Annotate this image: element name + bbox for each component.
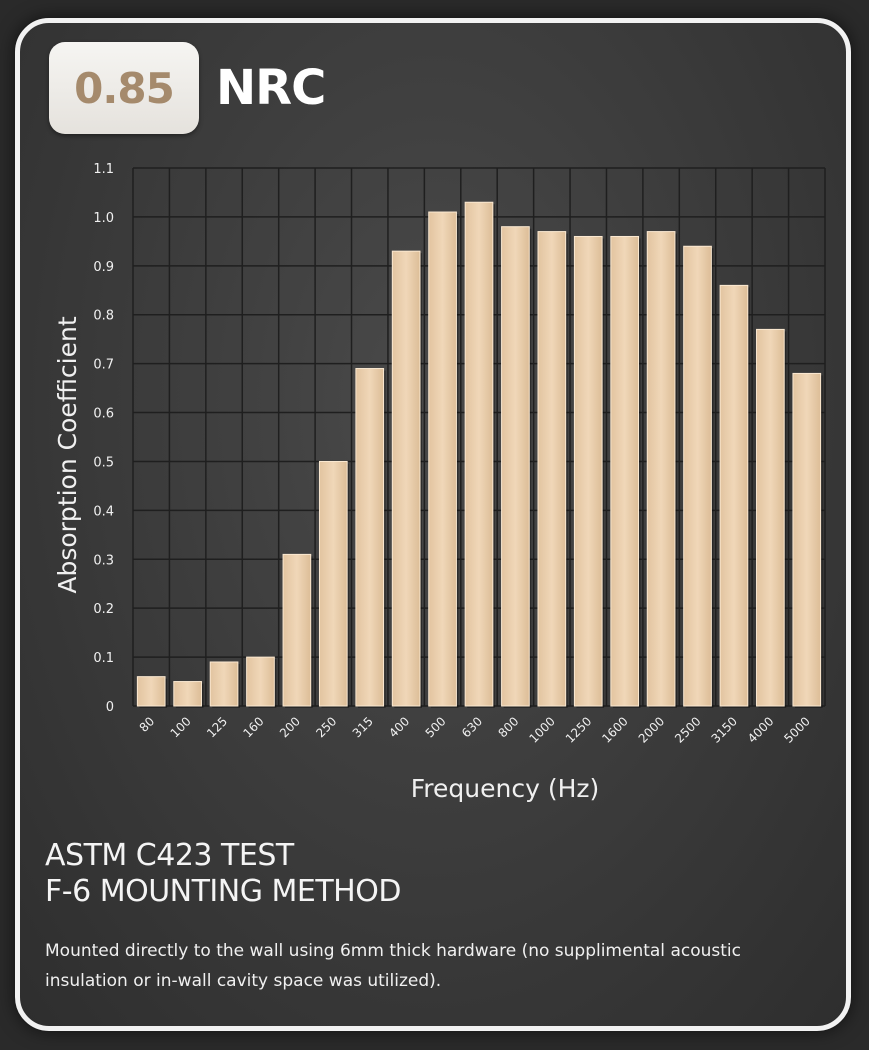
bar [464,201,494,707]
test-title: ASTM C423 TEST F-6 MOUNTING METHOD [45,838,401,910]
y-tick-label: 0.3 [93,553,114,568]
nrc-value: 0.85 [74,63,175,113]
bar [318,460,348,707]
x-tick-label: 80 [137,714,158,735]
bar [136,676,166,707]
test-description: Mounted directly to the wall using 6mm t… [45,941,741,991]
y-tick-label: 0.1 [93,651,114,666]
bar [646,231,676,707]
x-tick-label: 200 [277,714,303,740]
bar [391,250,421,707]
bar [537,231,567,707]
y-tick-label: 0.6 [93,407,114,422]
x-tick-label: 630 [459,714,485,740]
nrc-badge: 0.85 [49,42,199,134]
bar [355,368,385,707]
nrc-label: NRC [216,60,326,116]
bar [756,328,785,707]
bar [573,235,603,707]
x-tick-labels: 80 100 125 160 200 250 315 400 500 630 800 1000 1250… [137,714,813,745]
bar [246,656,275,707]
y-tick-label: 0.7 [93,358,114,373]
x-tick-label: 250 [313,714,339,740]
x-tick-label: 5000 [781,714,812,745]
bar [428,211,457,707]
y-tick-label: 0.2 [93,602,114,617]
bar [610,235,640,707]
x-tick-label: 3150 [709,714,740,745]
x-tick-label: 1600 [599,714,630,745]
x-tick-label: 2000 [636,714,667,745]
x-tick-label: 160 [240,714,266,740]
x-tick-label: 400 [386,714,412,740]
bar [719,284,749,707]
test-title-line2: F-6 MOUNTING METHOD [45,874,401,909]
x-tick-label: 2500 [672,714,703,745]
x-tick-label: 500 [423,714,449,740]
chart-bars [136,201,823,709]
y-tick-label: 0.5 [93,455,114,470]
x-tick-label: 100 [168,714,194,740]
y-tick-label: 0.9 [93,260,114,275]
bar [173,681,202,707]
x-tick-label: 315 [350,714,376,740]
y-axis-label: Absorption Coefficient [53,316,82,593]
x-tick-label: 800 [495,714,521,740]
y-tick-label: 1.0 [93,211,114,226]
y-tick-labels: 0 0.1 0.2 0.3 0.4 0.5 0.6 0.7 0.8 0.9 1.0 1.1 [93,162,114,715]
y-tick-label: 0.8 [93,309,114,324]
x-tick-label: 125 [204,714,230,740]
x-axis-label: Frequency (Hz) [411,774,600,803]
bar [792,372,822,707]
test-title-line1: ASTM C423 TEST [45,838,294,873]
y-tick-label: 0 [106,700,114,715]
bar [683,245,712,707]
bar [501,226,530,707]
y-tick-label: 0.4 [93,504,114,519]
bar [209,661,239,707]
x-tick-label: 1250 [563,714,594,745]
x-tick-label: 4000 [745,714,776,745]
y-tick-label: 1.1 [93,162,114,177]
x-tick-label: 1000 [526,714,557,745]
bar [282,553,312,707]
